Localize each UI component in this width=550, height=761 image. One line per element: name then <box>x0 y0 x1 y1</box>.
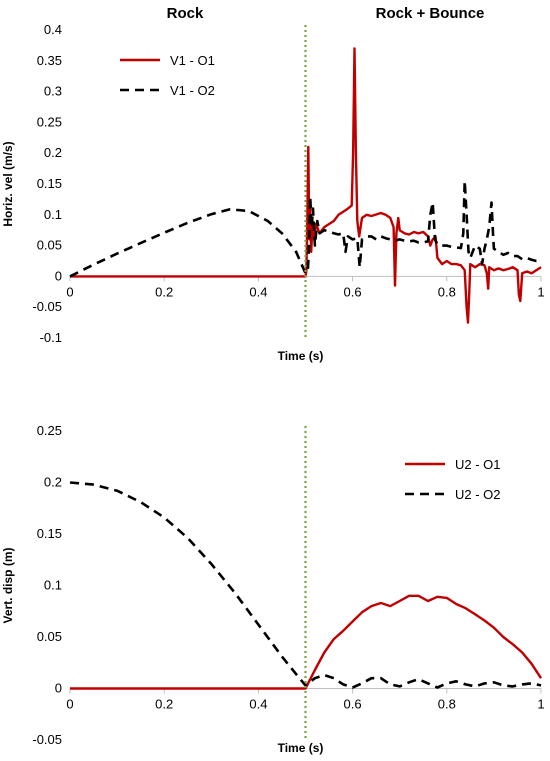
y-tick-label: 0.3 <box>44 84 62 99</box>
y-tick-label: 0.15 <box>37 526 62 541</box>
y-tick-label: 0.15 <box>37 176 62 191</box>
x-tick-label: 0 <box>66 697 73 712</box>
x-axis-title: Time (s) <box>278 349 324 363</box>
x-tick-label: 0.4 <box>249 284 267 299</box>
y-tick-label: 0 <box>55 681 62 696</box>
phase-label-rock-bounce: Rock + Bounce <box>376 5 485 22</box>
series-line-1 <box>70 47 542 324</box>
y-tick-label: 0.05 <box>37 238 62 253</box>
y-tick-label: 0.25 <box>37 423 62 438</box>
series-line-2 <box>69 481 542 689</box>
series-line-2 <box>69 179 541 278</box>
legend-label: V1 - O1 <box>170 53 215 68</box>
x-tick-label: 0.8 <box>438 284 456 299</box>
x-tick-label: 0.6 <box>344 697 362 712</box>
legend-label: U2 - O2 <box>455 487 501 502</box>
y-tick-label: -0.1 <box>40 330 62 345</box>
x-tick-label: 0.8 <box>438 697 456 712</box>
x-tick-label: 0.6 <box>344 284 362 299</box>
y-axis-title: Vert. disp (m) <box>1 547 15 623</box>
x-tick-label: 1 <box>537 284 544 299</box>
y-tick-label: -0.05 <box>32 732 62 747</box>
y-tick-label: 0 <box>55 268 62 283</box>
y-tick-label: 0.2 <box>44 145 62 160</box>
y-tick-label: 0.1 <box>44 207 62 222</box>
chart-1: -0.1 -0.05 0 0.05 0.1 0.15 0.2 0.25 0.3 0.35 0.4 0 0… <box>1 22 545 363</box>
x-tick-label: 1 <box>537 697 544 712</box>
y-tick-label: -0.05 <box>32 299 62 314</box>
x-tick-label: 0.2 <box>155 697 173 712</box>
series-line-1 <box>70 594 543 690</box>
legend-label: V1 - O2 <box>170 83 215 98</box>
y-tick-label: 0.05 <box>37 629 62 644</box>
x-tick-label: 0 <box>66 284 73 299</box>
y-axis-title: Horiz. vel (m/s) <box>1 141 15 226</box>
y-tick-label: 0.35 <box>37 53 62 68</box>
y-tick-label: 0.25 <box>37 114 62 129</box>
x-axis-title: Time (s) <box>278 741 324 755</box>
chart-2: -0.05 0 0.05 0.1 0.15 0.2 0.25 0 0.2 0.4 0.6 0.8 1 Ti… <box>1 423 545 755</box>
y-tick-label: 0.2 <box>44 475 62 490</box>
y-tick-label: 0.1 <box>44 578 62 593</box>
x-tick-label: 0.2 <box>155 284 173 299</box>
phase-label-rock: Rock <box>167 5 204 22</box>
x-tick-label: 0.4 <box>249 697 267 712</box>
y-tick-label: 0.4 <box>44 22 62 37</box>
legend-label: U2 - O1 <box>455 457 501 472</box>
